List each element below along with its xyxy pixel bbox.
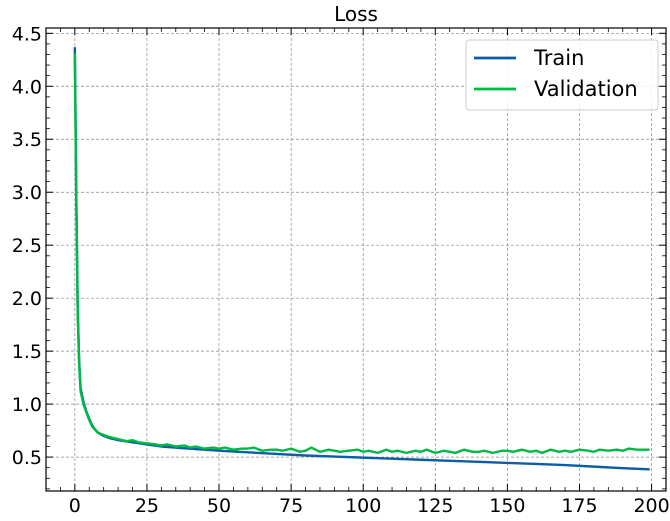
y-tick-label: 2.5	[12, 235, 42, 257]
legend: Train Validation	[465, 39, 659, 111]
grid	[46, 28, 666, 491]
y-tick-label: 4.0	[12, 76, 42, 98]
x-tick-label: 100	[345, 495, 381, 517]
chart-title: Loss	[334, 2, 378, 26]
y-tick-label: 1.0	[12, 394, 42, 416]
y-tick-label: 3.5	[12, 129, 42, 151]
ticks	[46, 28, 666, 491]
y-tick-label: 3.0	[12, 182, 42, 204]
x-tick-label: 25	[135, 495, 159, 517]
y-tick-label: 1.5	[12, 341, 42, 363]
x-tick-label: 175	[561, 495, 597, 517]
x-tick-label: 75	[279, 495, 303, 517]
y-tick-label: 0.5	[12, 447, 42, 469]
series-line-train	[73, 46, 650, 471]
x-tick-label: 50	[207, 495, 231, 517]
x-tick-labels: 0 25 50 75 100 125 150 175 200	[69, 495, 670, 517]
x-tick-label: 0	[69, 495, 81, 517]
x-tick-label: 150	[489, 495, 525, 517]
series-line-validation	[73, 53, 650, 455]
x-tick-label: 200	[633, 495, 669, 517]
series-lines	[73, 46, 650, 471]
y-tick-labels: 0.5 1.0 1.5 2.0 2.5 3.0 3.5 4.0 4.5	[12, 23, 42, 469]
legend-label-validation: Validation	[534, 77, 638, 101]
y-tick-label: 4.5	[12, 23, 42, 45]
y-tick-label: 2.0	[12, 288, 42, 310]
legend-label-train: Train	[533, 46, 584, 70]
plot-frame	[45, 27, 667, 492]
x-tick-label: 125	[417, 495, 453, 517]
